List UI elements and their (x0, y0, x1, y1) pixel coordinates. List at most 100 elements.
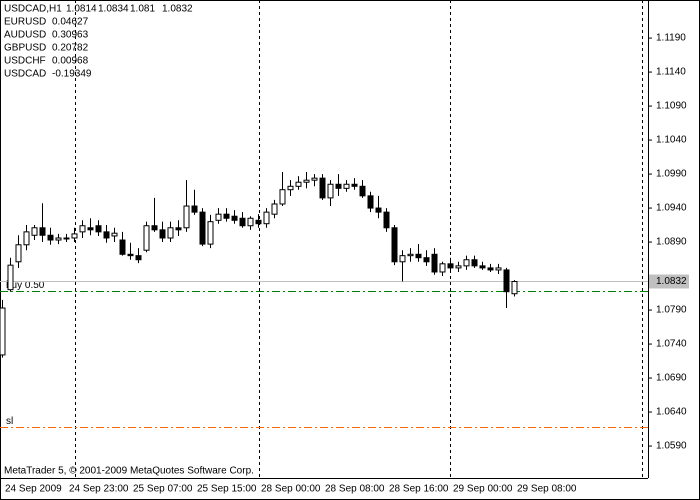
level-label: sl (6, 416, 13, 427)
x-tick-label: 28 Sep 00:00 (261, 484, 321, 495)
candle-body (423, 257, 430, 263)
candle-body (271, 203, 278, 215)
y-tick-label: 1.1140 (656, 67, 686, 78)
y-tick-label: 1.0590 (656, 441, 687, 452)
candle-body (351, 183, 358, 187)
y-tick-label: 1.0990 (656, 169, 687, 180)
candle-body (479, 265, 486, 269)
candle-body (31, 227, 38, 236)
candle-body (511, 280, 518, 295)
candle-body (95, 225, 102, 233)
candle-body (311, 177, 318, 181)
candle-body (447, 263, 454, 269)
x-tick-label: 29 Sep 00:00 (453, 484, 513, 495)
candle-body (207, 221, 214, 245)
y-tick-label: 1.0940 (656, 203, 687, 214)
symbol-value: 0.00968 (52, 56, 89, 67)
symbol-name: USDCHF (4, 56, 46, 67)
candle-body (495, 267, 502, 271)
y-tick-label: 1.0640 (656, 407, 687, 418)
candle-body (359, 185, 366, 197)
symbol-name: GBPUSD (4, 43, 46, 54)
candle-body (399, 255, 406, 263)
candle-body (79, 225, 86, 233)
candle-body (55, 237, 62, 241)
symbol-value: 0.04627 (52, 17, 89, 28)
level-label: buy 0.50 (6, 280, 45, 291)
y-tick-label: 1.0690 (656, 373, 687, 384)
x-tick-label: 24 Sep 2009 (5, 484, 62, 495)
y-tick-label: 1.0790 (656, 305, 687, 316)
candle-body (127, 253, 134, 257)
candle-body (471, 259, 478, 267)
candle-body (383, 211, 390, 229)
candle-body (247, 217, 254, 227)
candle-body (103, 231, 110, 239)
candle-body (327, 183, 334, 199)
y-tick-label: 1.1040 (656, 135, 687, 146)
candle-body (183, 205, 190, 229)
symbol-value: 0.30963 (52, 30, 89, 41)
chart-title: USDCAD,H1 (4, 4, 62, 15)
candle-body (263, 211, 270, 225)
candle-body (151, 225, 158, 231)
symbol-value: -0.19349 (52, 69, 92, 80)
x-tick-label: 29 Sep 08:00 (517, 484, 577, 495)
candle-body (47, 234, 54, 241)
candle-body (143, 225, 150, 251)
day-separators (75, 0, 643, 478)
candle-body (303, 179, 310, 183)
candle-body (335, 183, 342, 189)
candle-body (375, 207, 382, 213)
candle-body (63, 237, 70, 240)
x-tick-label: 28 Sep 08:00 (325, 484, 385, 495)
candle-body (23, 231, 30, 246)
y-tick-label: 1.1190 (656, 33, 686, 44)
candle-body (415, 253, 422, 259)
candle-body (87, 227, 94, 231)
candle-body (255, 219, 262, 225)
candle-body (287, 185, 294, 191)
footer: MetaTrader 5, © 2001-2009 MetaQuotes Sof… (4, 466, 254, 477)
candle-body (199, 211, 206, 245)
candle-body (39, 227, 46, 236)
candle-body (167, 227, 174, 239)
x-tick-label: 25 Sep 07:00 (133, 484, 193, 495)
candle-body (295, 181, 302, 187)
ohlc-value: 1.081 (130, 4, 155, 15)
price-tag (649, 274, 689, 289)
candle-body (319, 177, 326, 199)
candle-body (455, 265, 462, 269)
ohlc-value: 1.0834 (98, 4, 129, 15)
candle-body (191, 205, 198, 213)
candle-body (119, 239, 126, 255)
candle-body (111, 232, 118, 237)
y-tick-label: 1.1090 (656, 101, 687, 112)
x-tick-label: 28 Sep 16:00 (389, 484, 449, 495)
candle-body (239, 217, 246, 227)
candle-body (135, 255, 142, 261)
candle-body (71, 233, 78, 239)
candle-body (503, 269, 510, 293)
candle-body (215, 213, 222, 221)
candle-body (231, 215, 238, 221)
candle-body (159, 229, 166, 239)
symbol-name: AUDUSD (4, 30, 46, 41)
candle-body (15, 244, 22, 263)
candle-body (391, 227, 398, 263)
x-tick-label: 25 Sep 15:00 (197, 484, 257, 495)
candle-body (0, 307, 6, 356)
candle-body (463, 259, 470, 267)
candle-body (439, 263, 446, 273)
candle-body (7, 264, 14, 291)
candle-body (407, 253, 414, 257)
symbol-value: 0.20782 (52, 43, 89, 54)
y-tick-label: 1.0740 (656, 339, 687, 350)
ohlc-value: 1.0814 (66, 4, 97, 15)
candle-body (431, 253, 438, 273)
price-label: 1.0832 (656, 276, 687, 287)
candle-body (223, 213, 230, 219)
y-tick-label: 1.0890 (656, 237, 687, 248)
